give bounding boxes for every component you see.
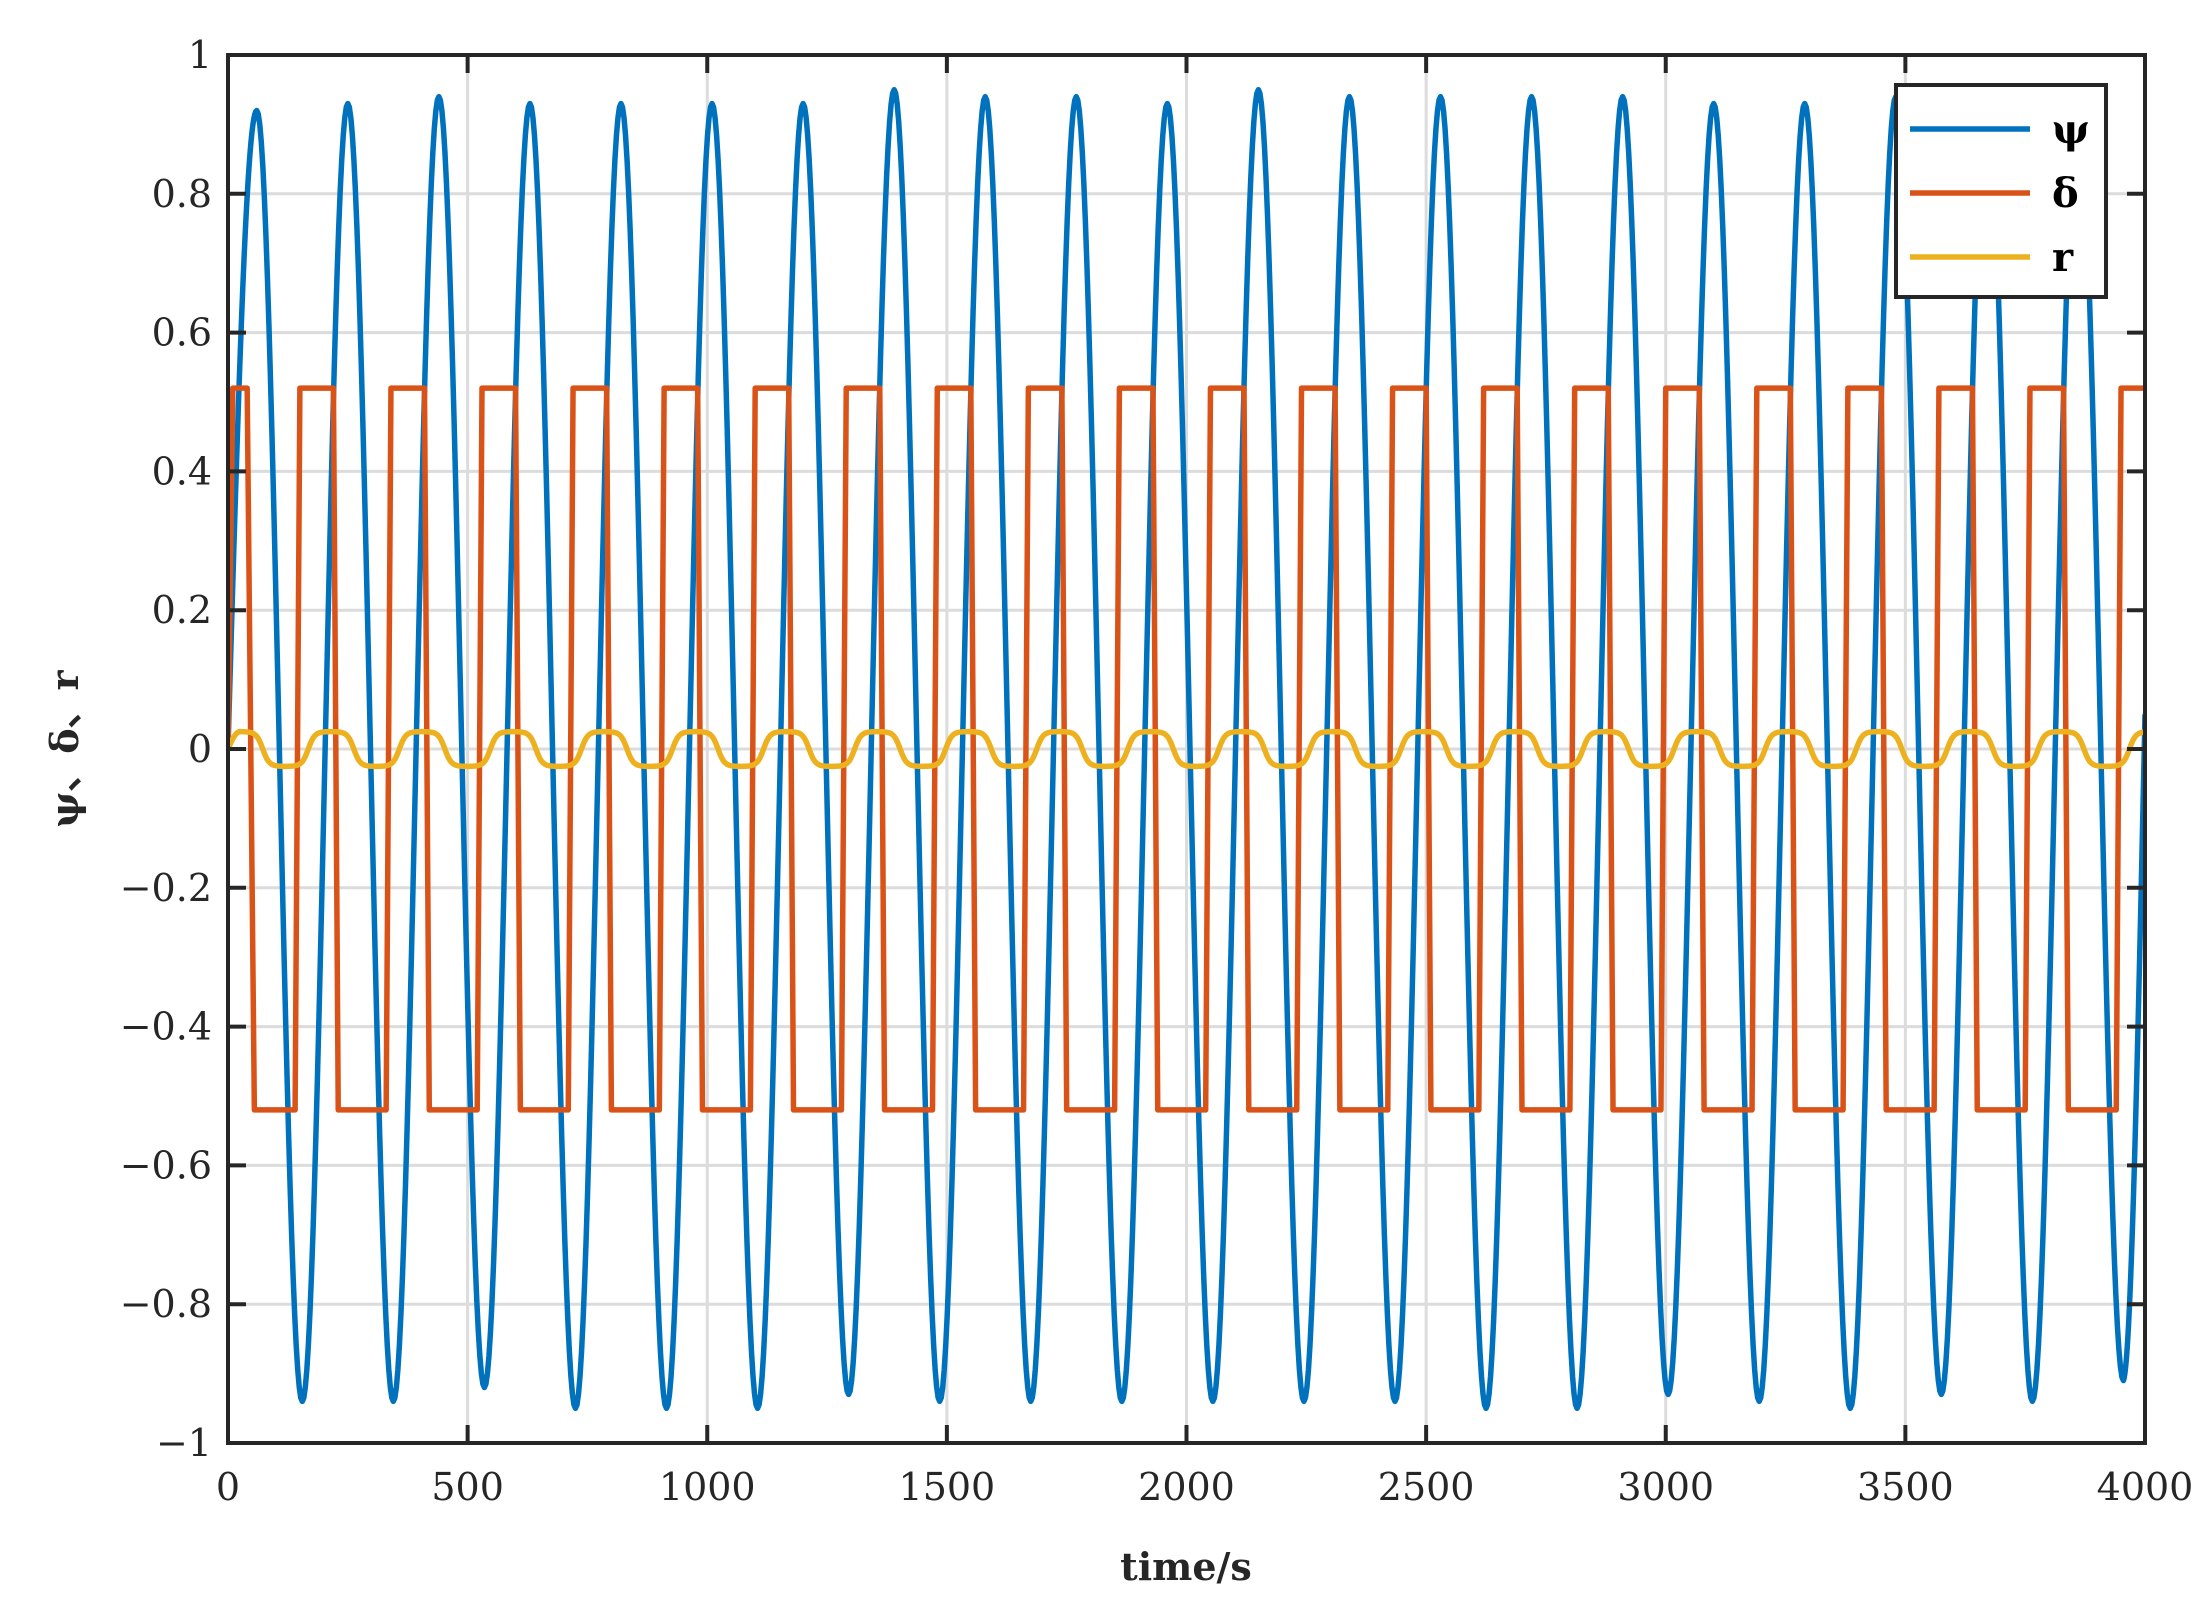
x-tick-label: 2500 — [1378, 1465, 1475, 1509]
y-tick-label: −0.2 — [120, 866, 212, 910]
y-tick-label: −0.6 — [120, 1143, 212, 1187]
legend-label: r — [2052, 234, 2074, 281]
grid-lines — [228, 55, 2145, 1443]
x-tick-label: 2000 — [1138, 1465, 1235, 1509]
x-axis-title: time/s — [1120, 1544, 1252, 1589]
ticks — [226, 53, 2147, 1445]
x-tick-label: 1500 — [899, 1465, 996, 1509]
series-layer — [228, 86, 2145, 1412]
series-line-psi — [228, 86, 2145, 1412]
y-tick-label: −0.4 — [120, 1005, 212, 1049]
legend-label: δ — [2052, 170, 2079, 217]
y-tick-label: 1 — [188, 33, 212, 77]
x-tick-label: 500 — [431, 1465, 504, 1509]
legend-label: ψ — [2052, 106, 2090, 153]
y-tick-label: 0.8 — [152, 172, 212, 216]
y-tick-label: −0.8 — [120, 1282, 212, 1326]
series-line-delta — [228, 385, 2145, 1113]
series-line-r — [228, 728, 2145, 770]
x-tick-label: 0 — [216, 1465, 240, 1509]
y-tick-label: −1 — [156, 1421, 212, 1465]
y-tick-label: 0 — [188, 727, 212, 771]
x-tick-label: 1000 — [659, 1465, 756, 1509]
legend: ψδr — [1894, 83, 2108, 299]
x-tick-label: 4000 — [2097, 1465, 2194, 1509]
y-axis-title: ψ、δ、r — [42, 669, 87, 827]
x-tick-label: 3000 — [1617, 1465, 1714, 1509]
y-tick-labels: −1 −0.8 −0.6 −0.4 −0.2 0 0.2 0.4 0.6 0.8 1 — [120, 33, 212, 1465]
y-tick-label: 0.4 — [152, 449, 212, 493]
x-tick-label: 3500 — [1857, 1465, 1954, 1509]
x-tick-labels: 0 500 1000 1500 2000 2500 3000 3500 4000 — [216, 1465, 2193, 1509]
y-tick-label: 0.2 — [152, 588, 212, 632]
y-tick-label: 0.6 — [152, 311, 212, 355]
